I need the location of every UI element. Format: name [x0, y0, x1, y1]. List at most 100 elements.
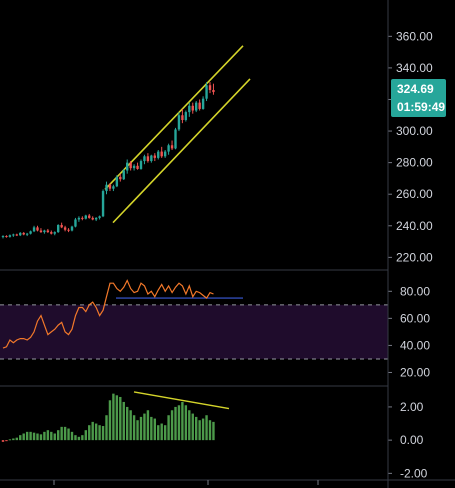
candle[interactable]	[101, 191, 105, 217]
candle[interactable]	[195, 102, 198, 111]
macd-bar[interactable]	[146, 410, 150, 441]
candle[interactable]	[119, 176, 122, 180]
macd-bar[interactable]	[115, 395, 119, 441]
candle[interactable]	[129, 162, 132, 169]
candle[interactable]	[60, 225, 63, 228]
candle[interactable]	[181, 115, 184, 120]
candle[interactable]	[170, 145, 174, 149]
candle[interactable]	[163, 151, 167, 157]
macd-bar[interactable]	[139, 416, 143, 441]
macd-bar[interactable]	[50, 431, 53, 441]
candle[interactable]	[88, 215, 91, 218]
candle[interactable]	[77, 217, 81, 220]
macd-bar[interactable]	[74, 435, 77, 441]
macd-bar[interactable]	[129, 410, 132, 441]
macd-trendline[interactable]	[133, 391, 230, 410]
candle[interactable]	[167, 145, 170, 152]
macd-bar[interactable]	[32, 432, 36, 441]
candle[interactable]	[177, 115, 181, 130]
macd-bar[interactable]	[12, 438, 15, 441]
macd-bar[interactable]	[177, 405, 181, 441]
macd-bar[interactable]	[174, 406, 177, 441]
macd-bar[interactable]	[77, 436, 81, 441]
rsi-line[interactable]	[2, 279, 214, 349]
candle[interactable]	[25, 233, 29, 235]
candle[interactable]	[174, 129, 177, 149]
macd-bar[interactable]	[160, 423, 163, 441]
candle[interactable]	[22, 232, 25, 235]
macd-bar[interactable]	[105, 415, 108, 441]
macd-bar[interactable]	[60, 426, 63, 441]
price-candles[interactable]	[1, 82, 215, 239]
macd-bar[interactable]	[46, 430, 50, 441]
candle[interactable]	[29, 231, 32, 234]
macd-bar[interactable]	[201, 418, 205, 441]
macd-bar[interactable]	[15, 437, 18, 441]
candle[interactable]	[212, 90, 215, 93]
candle[interactable]	[160, 151, 163, 157]
macd-bar[interactable]	[81, 435, 84, 441]
candle[interactable]	[39, 230, 43, 233]
candle[interactable]	[53, 232, 56, 234]
candle[interactable]	[201, 98, 205, 109]
macd-bar[interactable]	[67, 428, 70, 441]
macd-bar[interactable]	[108, 400, 112, 441]
candle[interactable]	[157, 151, 160, 158]
candle[interactable]	[91, 217, 94, 220]
macd-bar[interactable]	[126, 406, 129, 441]
macd-bar[interactable]	[98, 425, 101, 441]
macd-bar[interactable]	[36, 433, 39, 441]
macd-bar[interactable]	[198, 420, 201, 441]
candle[interactable]	[36, 227, 39, 231]
macd-bar[interactable]	[8, 439, 12, 441]
candle[interactable]	[12, 234, 15, 236]
candle[interactable]	[32, 227, 36, 232]
candle[interactable]	[198, 102, 201, 109]
candle[interactable]	[57, 225, 60, 233]
candle[interactable]	[81, 217, 84, 219]
macd-bar[interactable]	[191, 413, 194, 441]
candle[interactable]	[205, 85, 208, 99]
macd-bar[interactable]	[25, 431, 29, 441]
macd-bar[interactable]	[184, 405, 188, 441]
price-pane[interactable]: 360.00340.00320.00300.00280.00260.00240.…	[1, 29, 433, 264]
macd-bar[interactable]	[5, 440, 8, 442]
candle[interactable]	[43, 230, 46, 233]
price-badge[interactable]: 324.69 01:59:49	[391, 79, 446, 117]
macd-bar[interactable]	[29, 431, 32, 441]
macd-bar[interactable]	[57, 430, 60, 441]
candle[interactable]	[50, 232, 53, 234]
candle[interactable]	[143, 156, 146, 162]
candle[interactable]	[126, 162, 129, 171]
candle[interactable]	[98, 216, 101, 218]
macd-bar[interactable]	[136, 420, 139, 441]
candle[interactable]	[184, 112, 188, 120]
macd-bar[interactable]	[157, 425, 160, 441]
candle[interactable]	[153, 155, 156, 158]
macd-bar[interactable]	[212, 421, 215, 441]
macd-bar[interactable]	[70, 431, 74, 441]
candle[interactable]	[136, 165, 139, 169]
macd-bar[interactable]	[132, 415, 136, 441]
macd-bar[interactable]	[122, 401, 125, 441]
candle[interactable]	[115, 176, 119, 187]
macd-bar[interactable]	[150, 416, 153, 441]
macd-bar[interactable]	[19, 435, 22, 441]
macd-bar[interactable]	[88, 425, 91, 441]
candle[interactable]	[1, 236, 5, 238]
macd-pane[interactable]: 2.00 0.00 -2.00	[1, 391, 428, 480]
macd-bar[interactable]	[1, 440, 5, 442]
candle[interactable]	[191, 105, 194, 111]
candle[interactable]	[84, 215, 87, 219]
candle[interactable]	[150, 155, 153, 162]
macd-bar[interactable]	[101, 426, 105, 441]
candle[interactable]	[94, 217, 98, 220]
candle[interactable]	[63, 227, 67, 230]
macd-bar[interactable]	[43, 431, 46, 441]
macd-histogram[interactable]	[1, 393, 215, 442]
macd-bar[interactable]	[63, 426, 67, 441]
macd-bar[interactable]	[119, 396, 122, 441]
candle[interactable]	[15, 234, 18, 236]
candle[interactable]	[105, 184, 108, 192]
